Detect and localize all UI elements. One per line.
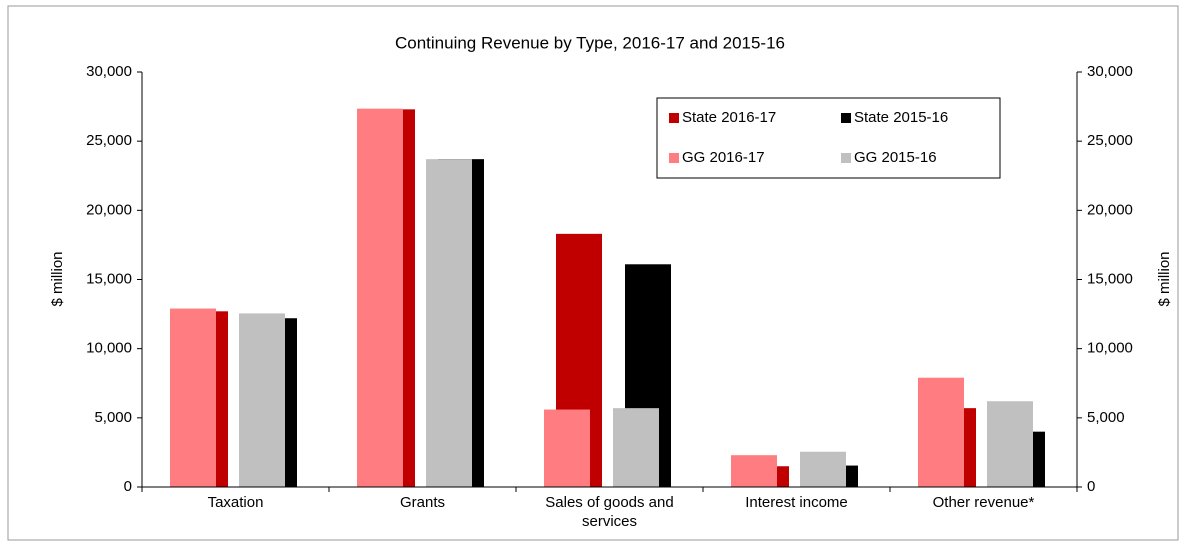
- x-tick-label: Other revenue*: [932, 494, 1035, 511]
- legend-label: State 2016-17: [682, 109, 776, 126]
- x-tick-label-box: Interest income: [745, 494, 848, 511]
- legend-swatch: [669, 113, 679, 123]
- y2-tick-label: 15,000: [1087, 270, 1133, 287]
- y2-tick-label: 5,000: [1087, 409, 1125, 426]
- x-tick-label: Taxation: [207, 494, 264, 511]
- bar: [170, 308, 216, 487]
- x-tick-label: Grants: [399, 494, 445, 511]
- y2-axis-label: $ million: [1156, 251, 1173, 306]
- legend-swatch: [669, 153, 679, 163]
- y-tick-label: 20,000: [86, 201, 132, 218]
- y-tick-label: 25,000: [86, 132, 132, 149]
- y-tick-label: 5,000: [94, 409, 132, 426]
- x-tick-label-box: Sales of goods and services: [545, 494, 674, 530]
- y2-tick-label: 0: [1087, 478, 1095, 495]
- x-tick-label: Sales of goods and services: [545, 494, 674, 530]
- bar: [987, 401, 1033, 487]
- chart-title: Continuing Revenue by Type, 2016-17 and …: [395, 33, 785, 52]
- bar: [239, 313, 285, 487]
- bar: [800, 451, 846, 487]
- x-tick-label-box: Grants: [399, 494, 445, 511]
- bar: [544, 409, 590, 487]
- bar: [731, 455, 777, 487]
- y-axis-label: $ million: [49, 251, 66, 306]
- x-tick-label-box: Taxation: [207, 494, 264, 511]
- y2-tick-label: 25,000: [1087, 132, 1133, 149]
- bar: [918, 377, 964, 487]
- bar: [613, 408, 659, 487]
- legend-label: GG 2015-16: [854, 149, 937, 166]
- bar: [357, 108, 403, 488]
- legend-label: GG 2016-17: [682, 149, 765, 166]
- frame: [7, 5, 1179, 541]
- y2-tick-label: 30,000: [1087, 63, 1133, 80]
- y-tick-label: 0: [124, 478, 132, 495]
- legend-label: State 2015-16: [854, 109, 948, 126]
- y-tick-label: 10,000: [86, 340, 132, 357]
- legend-swatch: [841, 113, 851, 123]
- y-tick-label: 30,000: [86, 63, 132, 80]
- y2-tick-label: 20,000: [1087, 201, 1133, 218]
- x-tick-label-box: Other revenue*: [932, 494, 1035, 511]
- y2-tick-label: 10,000: [1087, 340, 1133, 357]
- legend: [656, 97, 1001, 179]
- bar: [426, 159, 472, 487]
- y-tick-label: 15,000: [86, 270, 132, 287]
- x-tick-label: Interest income: [745, 494, 848, 511]
- legend-swatch: [841, 153, 851, 163]
